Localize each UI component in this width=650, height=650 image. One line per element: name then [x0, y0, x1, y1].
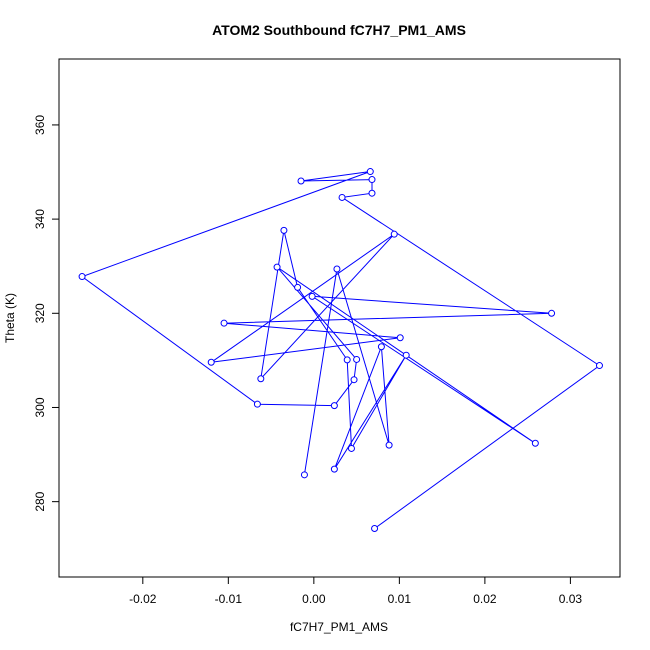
data-point — [220, 319, 228, 327]
data-point — [330, 465, 338, 473]
x-tick-label: 0.01 — [388, 592, 412, 606]
data-point — [78, 273, 86, 281]
data-point — [308, 292, 316, 300]
x-tick-label: 0.00 — [302, 592, 326, 606]
y-tick-label: 320 — [33, 303, 47, 323]
series-points — [78, 168, 603, 532]
series-line-path — [81, 171, 601, 529]
y-tick-label: 300 — [33, 397, 47, 417]
data-point — [207, 358, 215, 366]
x-tick-label: 0.03 — [559, 592, 583, 606]
data-point — [253, 400, 261, 408]
data-point — [390, 230, 398, 238]
data-point — [300, 471, 308, 479]
data-point — [330, 402, 338, 410]
y-tick-label: 340 — [33, 209, 47, 229]
data-point — [280, 226, 288, 234]
y-axis: 280 300 320 340 360 — [33, 115, 59, 512]
data-point — [273, 263, 281, 271]
data-point — [371, 524, 379, 532]
data-point — [402, 351, 410, 359]
data-point — [297, 177, 305, 185]
x-tick-label: -0.02 — [129, 592, 157, 606]
data-point — [353, 355, 361, 363]
data-point — [595, 362, 603, 370]
data-point — [366, 168, 374, 176]
data-point — [396, 334, 404, 342]
data-point — [338, 193, 346, 201]
data-point — [385, 441, 393, 449]
plot-area-frame — [58, 58, 621, 578]
chart-title: ATOM2 Southbound fC7H7_PM1_AMS — [212, 22, 466, 38]
x-axis: -0.02 -0.01 0.00 0.01 0.02 0.03 — [129, 577, 582, 606]
y-tick-label: 360 — [33, 115, 47, 135]
data-point — [343, 356, 351, 364]
data-point — [257, 375, 265, 383]
y-tick-label: 280 — [33, 491, 47, 511]
data-point — [347, 444, 355, 452]
data-point — [377, 343, 385, 351]
x-tick-label: 0.02 — [473, 592, 497, 606]
data-point — [548, 309, 556, 317]
series-line — [81, 171, 601, 529]
data-point — [368, 189, 376, 197]
y-axis-label: Theta (K) — [3, 293, 17, 343]
data-point — [368, 176, 376, 184]
data-point — [350, 376, 358, 384]
data-point — [333, 265, 341, 273]
data-point — [531, 439, 539, 447]
data-point — [294, 283, 302, 291]
x-tick-label: -0.01 — [215, 592, 243, 606]
x-axis-label: fC7H7_PM1_AMS — [290, 620, 388, 634]
